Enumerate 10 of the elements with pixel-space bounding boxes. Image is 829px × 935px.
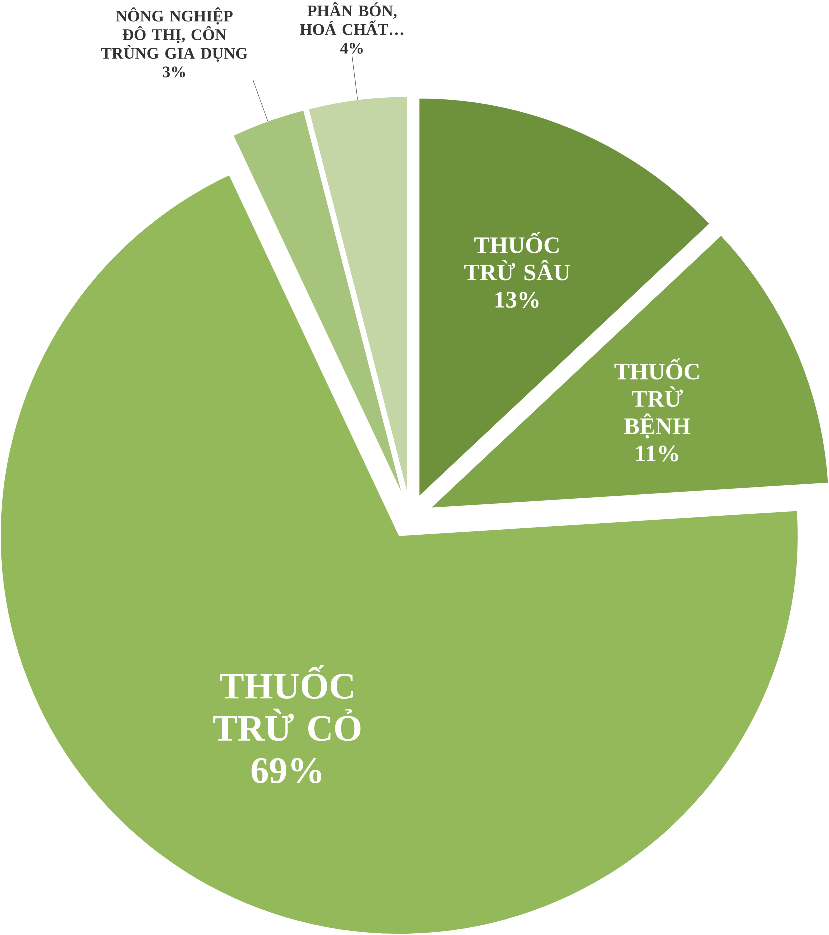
data-label: 13% [496, 292, 539, 308]
data-label: 3% [163, 66, 186, 78]
slice-label: NÔNG NGHIỆP ĐÔ THỊ, CÔN TRÙNG GIA DỤNG [101, 8, 248, 62]
slice-label: PHÂN BÓN, HOÁ CHẤT… [300, 2, 404, 36]
slice-label: THUỐC TRỪ BỆNH [614, 358, 699, 439]
data-label: 11% [636, 446, 678, 462]
data-label: 69% [252, 758, 322, 784]
slice-label: THUỐC TRỪ CỎ [213, 666, 361, 742]
slice-label: THUỐC TRỪ SÂU [464, 232, 570, 281]
data-label: 4% [340, 42, 363, 54]
